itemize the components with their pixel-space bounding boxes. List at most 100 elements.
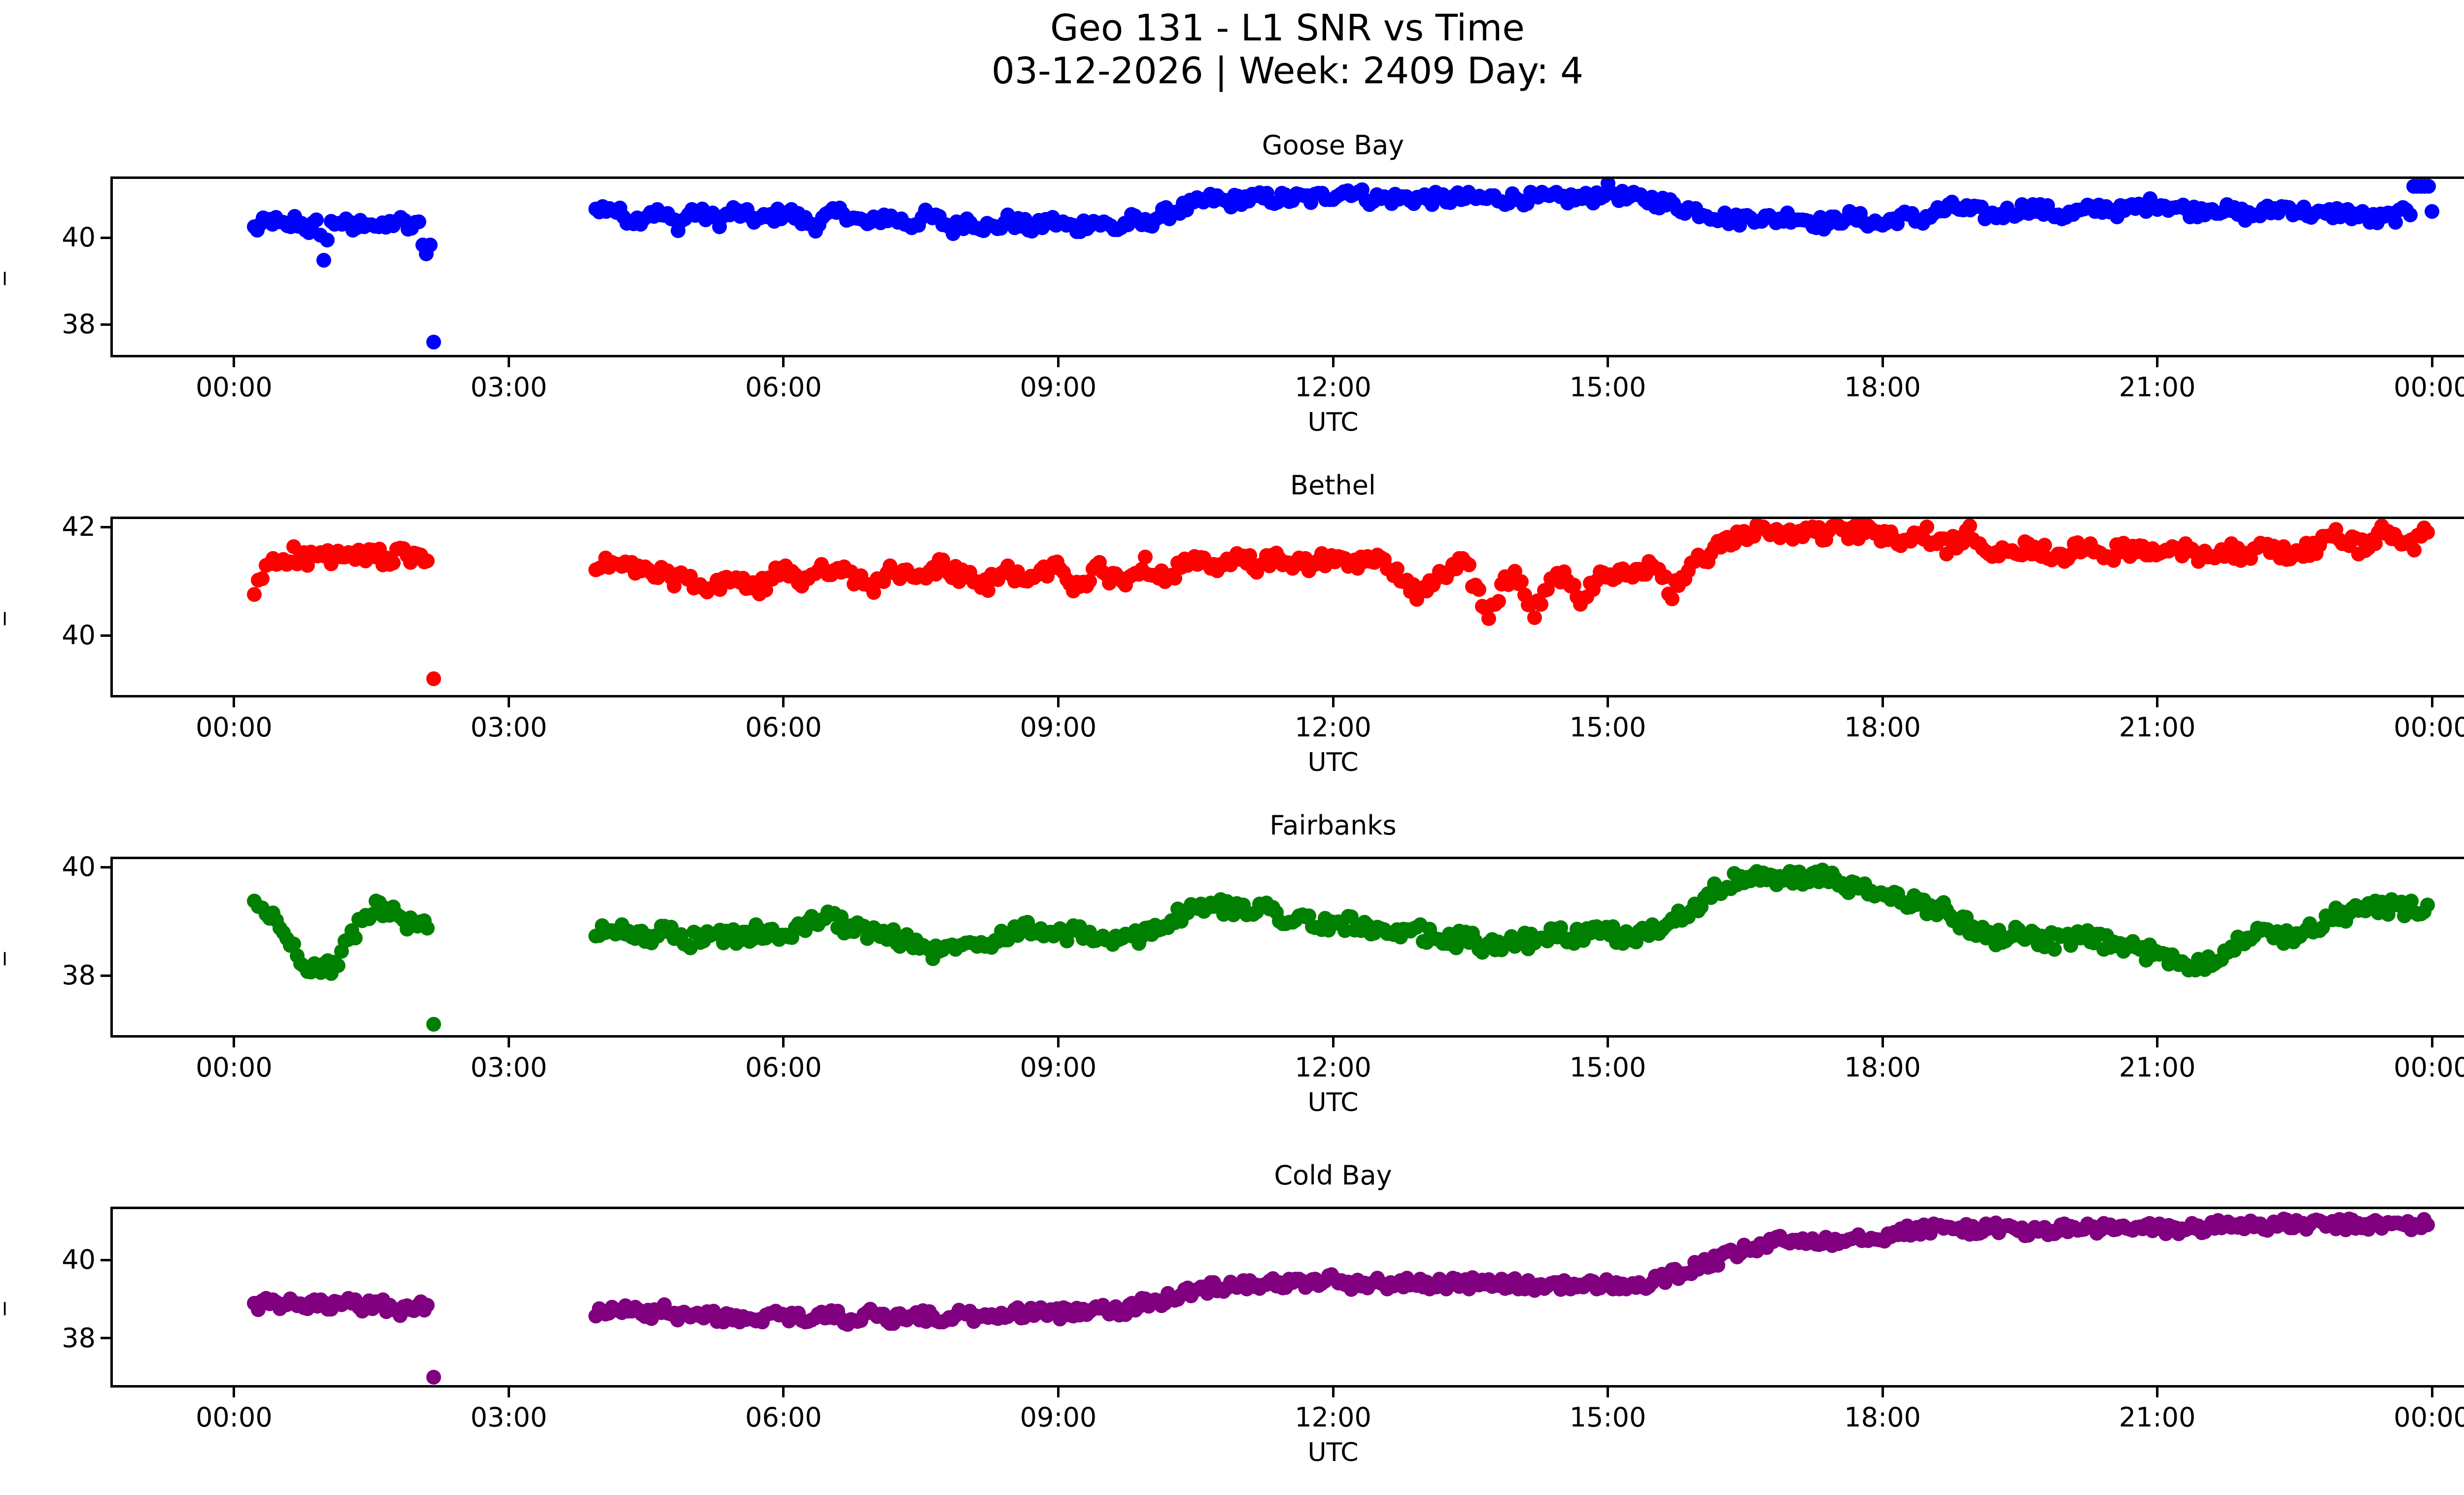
data-point [279, 556, 294, 572]
data-point [2227, 1217, 2242, 1233]
data-point [817, 562, 832, 578]
data-point [678, 211, 693, 226]
data-point [2066, 536, 2082, 551]
data-point [1488, 596, 1503, 612]
data-point [993, 565, 1009, 581]
data-point [1248, 188, 1264, 203]
data-point [1442, 195, 1458, 210]
data-point [253, 216, 268, 232]
data-point [1994, 1219, 2010, 1235]
data-point [324, 1301, 339, 1317]
data-point [617, 927, 633, 942]
x-tick-mark [2156, 357, 2159, 367]
data-point [1654, 1267, 1670, 1282]
data-point [1164, 568, 1179, 583]
x-tick-label: 15:00 [1569, 372, 1646, 403]
data-point [1508, 191, 1524, 206]
data-point [1388, 187, 1403, 202]
data-point [1334, 1273, 1349, 1288]
data-point [1658, 569, 1673, 584]
data-point [2402, 208, 2418, 223]
data-point [595, 199, 610, 214]
data-point [621, 558, 636, 573]
data-point [1108, 929, 1124, 944]
data-point [1288, 912, 1303, 928]
data-point [670, 1312, 685, 1327]
data-point [2361, 896, 2376, 911]
data-point [1713, 886, 1729, 901]
data-point [1759, 872, 1775, 887]
data-point [1576, 1279, 1591, 1294]
data-point [1131, 567, 1146, 582]
data-point [2289, 926, 2304, 941]
data-point [1978, 211, 1993, 227]
data-point [683, 568, 698, 584]
data-point [1733, 1246, 1748, 1261]
data-point [2315, 204, 2330, 219]
data-point [2027, 539, 2043, 555]
data-point [1409, 190, 1425, 205]
data-point [781, 205, 796, 220]
data-point [1242, 906, 1258, 922]
data-point [1223, 1274, 1238, 1289]
data-point [1161, 571, 1176, 586]
data-point [1589, 1282, 1604, 1297]
data-point [1086, 214, 1101, 229]
data-point [758, 582, 774, 597]
data-point [331, 215, 346, 231]
data-point [1540, 1279, 1555, 1294]
data-point [1462, 557, 1477, 573]
data-point [1124, 207, 1139, 222]
data-point [1949, 1221, 1964, 1236]
data-point [426, 1370, 442, 1385]
data-point [2312, 1214, 2327, 1229]
data-point [794, 216, 810, 231]
data-point [2076, 928, 2091, 943]
data-point [1465, 579, 1480, 594]
data-point [2318, 206, 2333, 221]
data-point [327, 216, 342, 232]
data-point [1147, 1292, 1163, 1308]
data-point [2204, 1215, 2219, 1230]
data-point [2054, 211, 2070, 226]
data-point [372, 895, 387, 910]
data-point [804, 909, 820, 924]
data-point [2109, 939, 2124, 954]
data-point [615, 917, 630, 932]
data-point [324, 556, 339, 571]
data-point [745, 931, 760, 946]
data-point [1231, 189, 1246, 204]
data-point [869, 923, 885, 938]
data-point [2119, 938, 2134, 953]
data-point [300, 558, 315, 573]
data-point [1472, 1278, 1487, 1293]
data-point [1098, 566, 1114, 582]
data-point [1255, 556, 1270, 571]
data-point [1285, 560, 1300, 576]
data-point [1350, 561, 1366, 576]
data-point [830, 560, 846, 576]
data-point [2172, 200, 2187, 215]
data-point [2021, 1227, 2036, 1243]
data-point [1128, 923, 1143, 938]
data-point [2387, 527, 2402, 542]
data-point [1922, 1226, 1938, 1241]
x-tick-mark [1881, 1038, 1884, 1047]
data-point [358, 554, 374, 569]
data-point [1841, 1232, 1856, 1248]
data-point [2027, 1219, 2043, 1235]
y-tick-label: 42 [62, 511, 96, 543]
data-point [1972, 536, 1987, 551]
data-point [375, 908, 390, 924]
data-point [1210, 1284, 1225, 1299]
data-point [588, 1309, 603, 1324]
data-point [863, 577, 878, 592]
data-point [2230, 207, 2246, 222]
data-point [1517, 587, 1532, 602]
data-point [1648, 1268, 1663, 1284]
data-point [1046, 929, 1061, 944]
data-point [1488, 942, 1503, 957]
data-point [689, 926, 705, 941]
data-point [320, 233, 335, 248]
data-point [1831, 877, 1847, 893]
